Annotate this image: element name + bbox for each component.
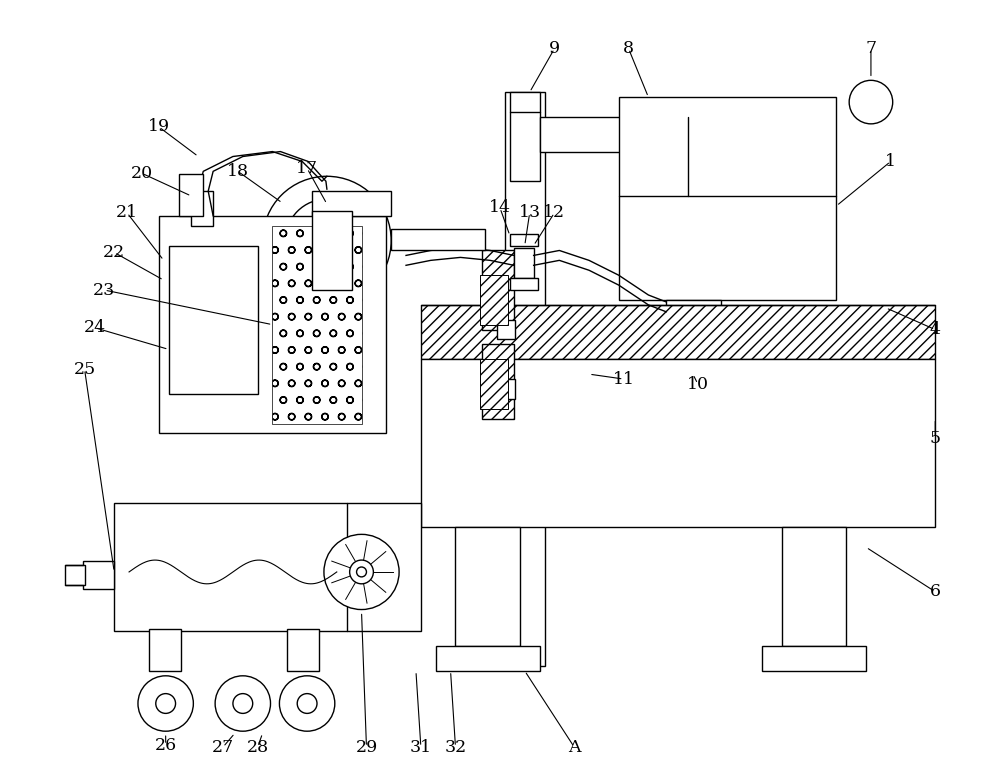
Bar	[510, 234, 538, 245]
Bar	[762, 646, 866, 671]
Bar	[497, 320, 515, 339]
Bar	[312, 191, 391, 216]
Text: 24: 24	[83, 319, 106, 336]
Text: 25: 25	[73, 361, 96, 378]
Text: 5: 5	[930, 430, 941, 447]
Text: 27: 27	[212, 738, 234, 755]
Bar	[287, 629, 319, 671]
Bar	[678, 355, 708, 399]
Circle shape	[263, 176, 391, 305]
Bar	[482, 345, 514, 418]
Circle shape	[279, 676, 335, 731]
Bar	[312, 211, 352, 290]
Text: 13: 13	[519, 205, 541, 221]
Text: 9: 9	[549, 40, 560, 57]
Text: 8: 8	[623, 40, 634, 57]
Bar	[421, 359, 935, 528]
Bar	[179, 175, 203, 216]
Bar	[619, 97, 836, 300]
Text: 31: 31	[410, 738, 432, 755]
Bar	[83, 561, 114, 589]
Circle shape	[297, 694, 317, 714]
Text: 23: 23	[93, 281, 115, 298]
Text: 1: 1	[885, 153, 896, 170]
Circle shape	[849, 80, 893, 124]
Text: 11: 11	[613, 371, 635, 388]
Text: A: A	[568, 738, 580, 755]
Bar	[272, 226, 362, 424]
Bar	[421, 305, 935, 359]
Bar	[191, 191, 213, 226]
Text: 17: 17	[296, 160, 318, 177]
Polygon shape	[678, 399, 708, 428]
Circle shape	[350, 560, 373, 584]
Circle shape	[324, 534, 399, 610]
Bar	[65, 565, 85, 584]
Text: 26: 26	[155, 737, 177, 754]
Text: 22: 22	[103, 244, 125, 261]
Bar	[159, 216, 386, 434]
Bar	[114, 503, 421, 631]
Bar	[782, 528, 846, 646]
Bar	[482, 251, 514, 330]
Text: 28: 28	[247, 738, 269, 755]
Bar	[480, 275, 508, 325]
Bar	[540, 117, 698, 151]
Text: 18: 18	[227, 163, 249, 180]
Bar	[505, 92, 545, 666]
Text: 6: 6	[930, 583, 941, 601]
Text: 32: 32	[444, 738, 467, 755]
Text: 7: 7	[865, 40, 876, 57]
Bar	[497, 379, 515, 399]
Text: 20: 20	[131, 165, 153, 181]
Bar	[514, 248, 534, 278]
Bar	[436, 646, 540, 671]
Text: 21: 21	[116, 205, 138, 221]
Bar	[510, 278, 538, 290]
Bar	[480, 359, 508, 409]
Text: 19: 19	[148, 118, 170, 135]
Bar	[149, 629, 181, 671]
Circle shape	[357, 567, 366, 577]
Circle shape	[138, 676, 193, 731]
Text: 12: 12	[543, 205, 565, 221]
Bar	[391, 228, 485, 251]
Text: 14: 14	[489, 199, 511, 216]
Text: 4: 4	[930, 321, 941, 338]
Circle shape	[285, 199, 368, 282]
Bar	[455, 528, 520, 646]
Circle shape	[319, 233, 335, 248]
Circle shape	[215, 676, 271, 731]
Text: 29: 29	[355, 738, 378, 755]
Bar	[169, 245, 258, 394]
Circle shape	[156, 694, 176, 714]
Text: 10: 10	[687, 375, 709, 392]
Bar	[510, 92, 540, 181]
Circle shape	[233, 694, 253, 714]
Bar	[666, 300, 721, 355]
